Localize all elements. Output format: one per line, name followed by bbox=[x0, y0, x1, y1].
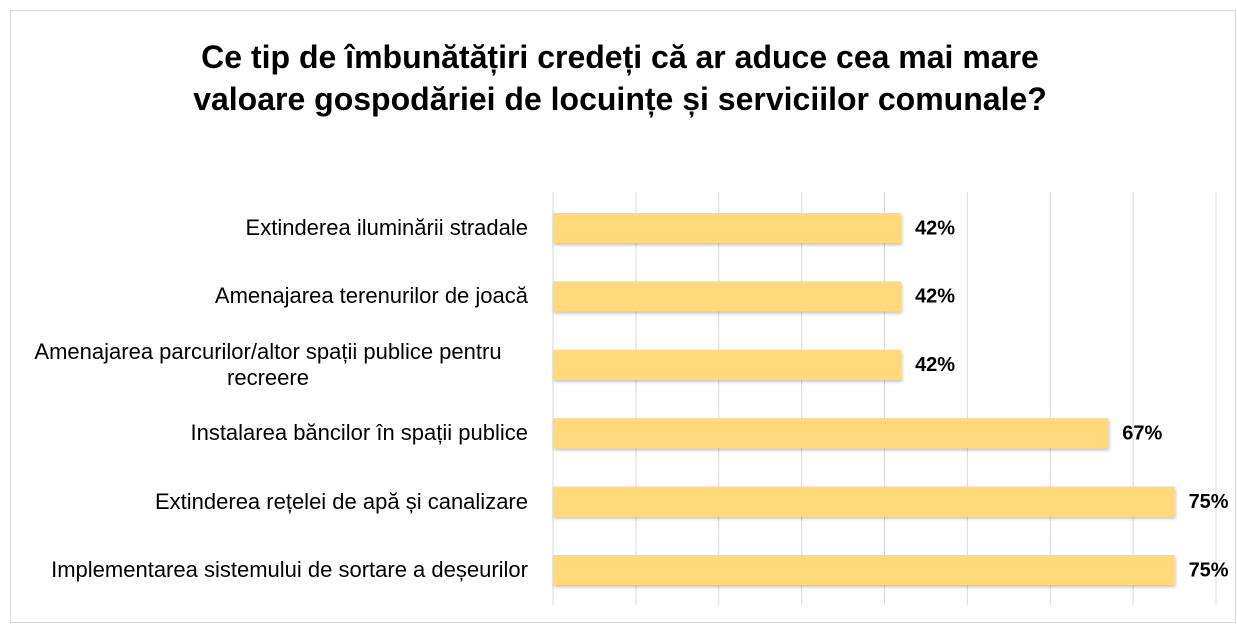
category-label-box: Amenajarea terenurilor de joacă bbox=[8, 283, 528, 309]
value-label: 67% bbox=[1122, 422, 1162, 444]
category-label: Instalarea băncilor în spații publice bbox=[190, 420, 528, 446]
bar bbox=[553, 418, 1109, 449]
category-label: Amenajarea terenurilor de joacă bbox=[214, 283, 528, 309]
bar bbox=[553, 349, 902, 380]
chart-title: Ce tip de îmbunătățiri credeți că ar adu… bbox=[193, 39, 1047, 117]
value-label: 75% bbox=[1189, 491, 1229, 513]
category-label-box: Extinderea iluminării stradale bbox=[8, 215, 528, 241]
bar bbox=[553, 213, 902, 243]
value-label: 42% bbox=[915, 217, 955, 239]
category-label: Extinderea iluminării stradale bbox=[245, 215, 528, 240]
value-label: 75% bbox=[1189, 559, 1229, 581]
value-label: 42% bbox=[915, 286, 955, 308]
bar bbox=[553, 555, 1175, 585]
category-label: Extinderea rețelei de apă și canalizare bbox=[154, 488, 528, 514]
chart-frame bbox=[10, 10, 1236, 623]
category-label: Amenajarea parcurilor/altor spații publi… bbox=[34, 338, 502, 390]
category-label-box: Amenajarea parcurilor/altor spații publi… bbox=[8, 339, 528, 391]
category-label-box: Instalarea băncilor în spații publice bbox=[8, 420, 528, 446]
category-label: Implementarea sistemului de sortare a de… bbox=[51, 557, 528, 582]
category-label-box: Implementarea sistemului de sortare a de… bbox=[8, 557, 528, 583]
value-label: 42% bbox=[915, 354, 955, 376]
category-label-box: Extinderea rețelei de apă și canalizare bbox=[8, 489, 528, 515]
bar bbox=[553, 486, 1175, 517]
bar bbox=[553, 281, 902, 312]
